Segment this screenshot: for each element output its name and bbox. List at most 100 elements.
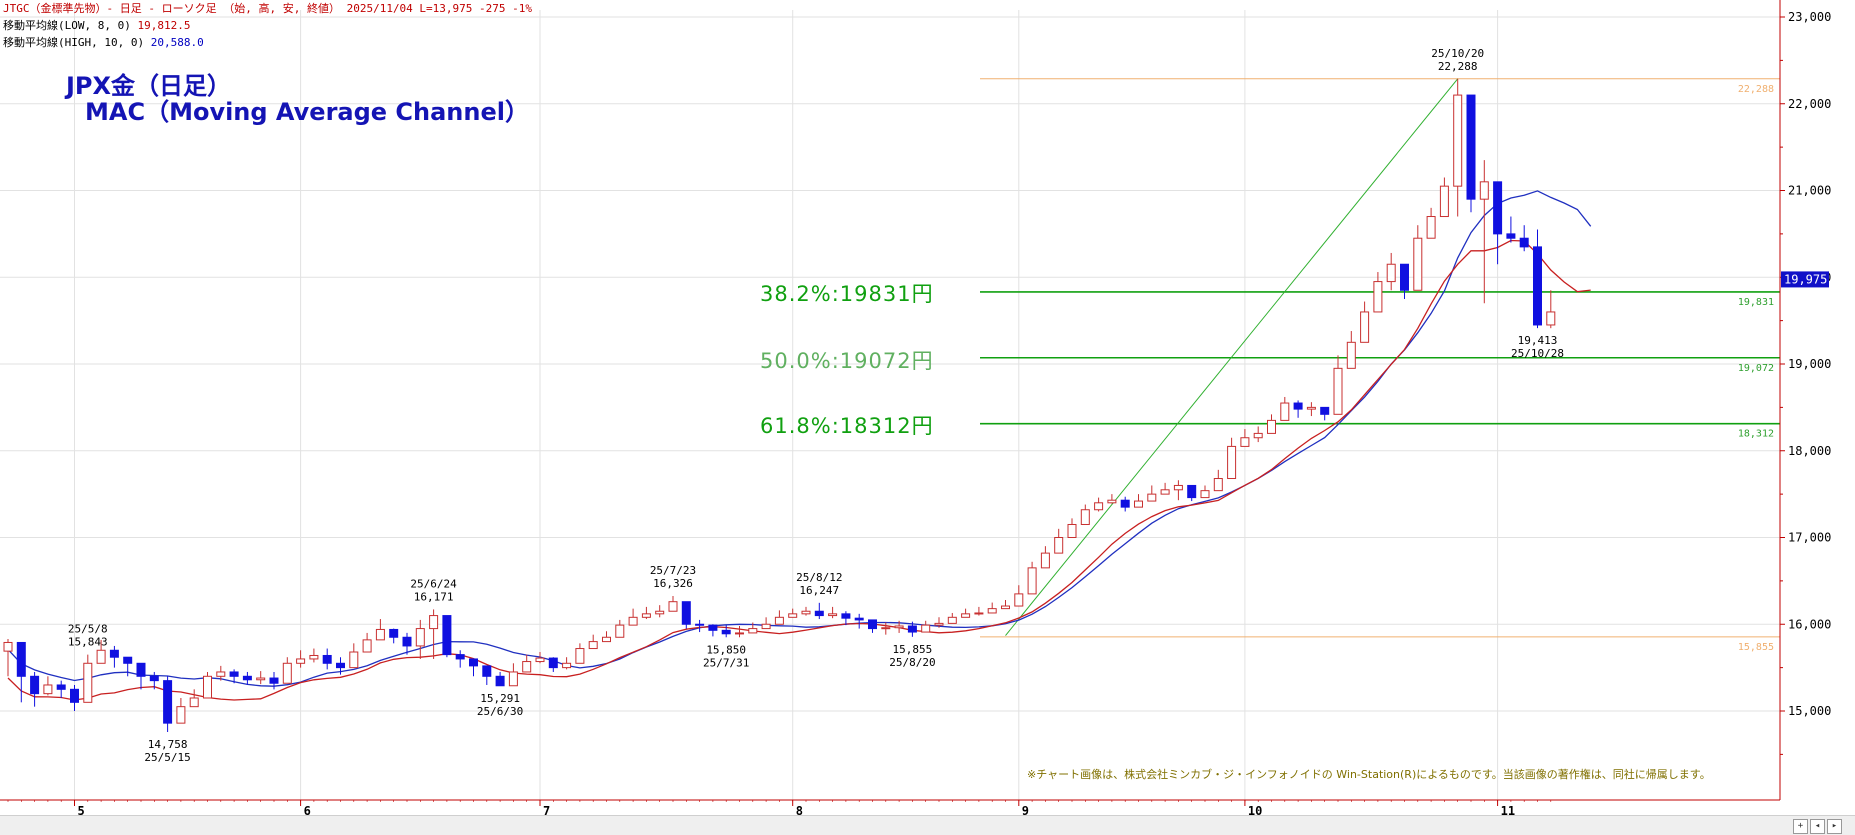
annotation-date: 25/5/15 xyxy=(144,751,190,764)
chart-info-header: JTGC（金標準先物）- 日足 - ローソク足 （始, 高, 安, 終値） 20… xyxy=(3,2,533,15)
candle-body xyxy=(761,623,771,630)
candle-body xyxy=(854,617,864,621)
annotation-value: 16,171 xyxy=(414,590,454,603)
candle-body xyxy=(681,601,691,625)
candle-body xyxy=(482,665,492,677)
candle-body xyxy=(163,680,173,724)
annotation-date: 25/8/20 xyxy=(889,656,935,669)
candle-body xyxy=(269,677,279,684)
candle-body xyxy=(149,675,159,682)
candle-body xyxy=(934,622,944,626)
horizontal-scrollbar[interactable]: + ◂ ▸ xyxy=(0,815,1855,835)
candle-body xyxy=(774,616,784,625)
y-tick-label: 22,000 xyxy=(1788,97,1831,111)
x-tick-label: 6 xyxy=(304,804,311,818)
scroll-end-icon[interactable]: ▸ xyxy=(1827,819,1842,834)
candle-body xyxy=(242,675,252,681)
candle-body xyxy=(30,675,40,695)
candle-body xyxy=(349,651,359,669)
candle-body xyxy=(1453,94,1463,187)
level-label: 18,312 xyxy=(1738,429,1774,440)
candle-body xyxy=(1094,502,1104,511)
candle-body xyxy=(1040,552,1050,569)
annotation-value: 15,843 xyxy=(68,636,108,649)
candle-body xyxy=(229,671,239,677)
annotation-value: 16,326 xyxy=(653,577,693,590)
y-tick-label: 19,000 xyxy=(1788,357,1831,371)
candle-body xyxy=(16,641,26,677)
candle-body xyxy=(575,648,585,664)
fib-label-38: 38.2%:19831円 xyxy=(760,282,934,306)
copyright-note: ※チャート画像は、株式会社ミンカブ・ジ・インフォノイドの Win-Station… xyxy=(1027,768,1711,781)
candle-body xyxy=(1293,402,1303,410)
candle-body xyxy=(429,615,439,630)
x-tick-label: 11 xyxy=(1501,804,1515,818)
candle-body xyxy=(1333,367,1343,415)
ma-high-value: 20,588.0 xyxy=(150,36,204,49)
scroll-left-icon[interactable]: ◂ xyxy=(1810,819,1825,834)
candle-body xyxy=(868,619,877,630)
candle-body xyxy=(296,658,306,664)
candle-body xyxy=(282,662,292,684)
candle-body xyxy=(203,675,212,699)
candle-body xyxy=(641,613,651,618)
candle-body xyxy=(602,636,611,643)
candle-body xyxy=(3,641,13,652)
candle-body xyxy=(522,661,532,673)
y-tick-label: 16,000 xyxy=(1788,617,1831,631)
candle-body xyxy=(1213,478,1223,492)
annotation-value: 22,288 xyxy=(1438,60,1478,73)
candle-body xyxy=(668,601,678,612)
candle-body xyxy=(881,627,891,630)
candle-body xyxy=(1120,499,1130,508)
annotation-value: 15,291 xyxy=(480,692,520,705)
level-label: 19,072 xyxy=(1738,363,1774,374)
candle-body xyxy=(1466,94,1476,200)
candle-body xyxy=(469,658,478,667)
candle-body xyxy=(947,616,957,624)
candle-body xyxy=(83,662,93,703)
x-tick-label: 5 xyxy=(78,804,85,818)
fib-label-50: 50.0%:19072円 xyxy=(760,349,934,373)
x-tick-label: 7 xyxy=(543,804,550,818)
candle-body xyxy=(402,636,412,647)
candle-body xyxy=(389,628,399,638)
candle-body xyxy=(1506,233,1516,239)
candle-body xyxy=(588,641,598,650)
candle-body xyxy=(921,624,931,633)
candle-body xyxy=(176,706,186,724)
y-tick-label: 15,000 xyxy=(1788,704,1831,718)
current-price-label: 19,975 xyxy=(1784,272,1827,286)
candle-body xyxy=(1080,509,1090,525)
level-label: 15,855 xyxy=(1738,642,1774,653)
candle-body xyxy=(1426,216,1436,239)
annotation-value: 19,413 xyxy=(1518,334,1558,347)
candle-body xyxy=(894,625,904,629)
level-label: 22,288 xyxy=(1738,84,1774,95)
candle-body xyxy=(322,654,332,664)
candle-body xyxy=(721,629,731,635)
candle-body xyxy=(1519,237,1529,248)
candle-body xyxy=(987,608,997,614)
candle-body xyxy=(841,613,851,619)
annotation-date: 25/6/24 xyxy=(410,577,457,590)
candle-body xyxy=(70,688,79,703)
ma-low-value: 19,812.5 xyxy=(137,19,191,32)
candle-body xyxy=(535,657,545,663)
candle-body xyxy=(695,623,705,626)
candle-body xyxy=(109,649,119,658)
ma-low-legend: 移動平均線(LOW, 8, 0) 19,812.5 xyxy=(3,18,190,34)
y-tick-label: 18,000 xyxy=(1788,444,1831,458)
candle-body xyxy=(907,625,917,633)
candle-body xyxy=(1479,181,1489,200)
annotation-date: 25/5/8 xyxy=(68,623,108,636)
zoom-in-icon[interactable]: + xyxy=(1793,819,1808,834)
level-label: 19,831 xyxy=(1738,297,1774,308)
annotation-date: 25/10/28 xyxy=(1511,347,1564,360)
candle-body xyxy=(1253,432,1263,439)
candle-body xyxy=(1173,484,1183,491)
candle-body xyxy=(1493,181,1503,235)
candle-body xyxy=(56,684,66,690)
annotation-date: 25/8/12 xyxy=(796,571,842,584)
